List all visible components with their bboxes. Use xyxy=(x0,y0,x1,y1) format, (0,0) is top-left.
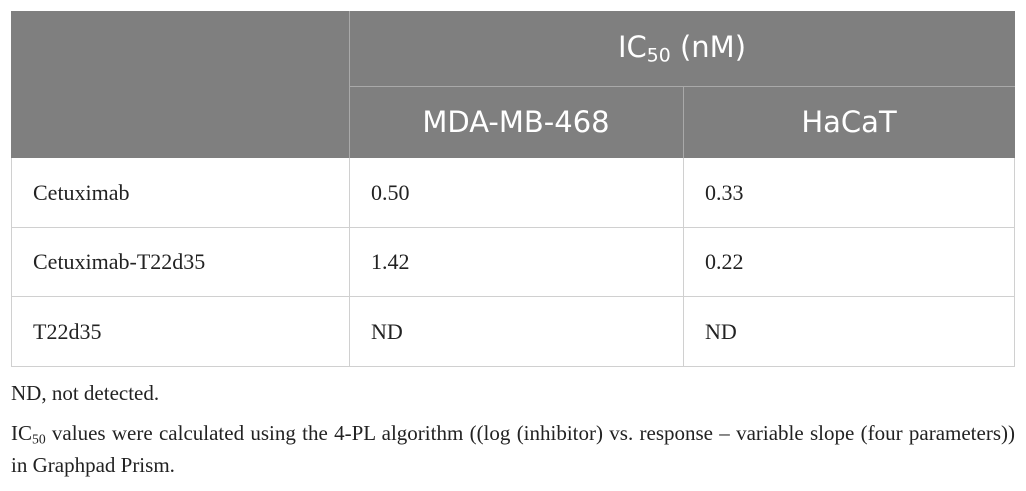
table-cell: 0.33 xyxy=(705,179,744,205)
header-subscript: 50 xyxy=(646,45,671,67)
footnote: ND, not detected. xyxy=(11,381,160,405)
column-rule xyxy=(349,158,350,367)
column-rule xyxy=(1014,158,1015,367)
footnote: IC50 values were calculated using the 4-… xyxy=(11,420,1015,479)
table-cell: ND xyxy=(371,319,403,345)
column-rule xyxy=(11,158,12,367)
table-cell: 1.42 xyxy=(371,249,410,275)
row-label: Cetuximab-T22d35 xyxy=(33,249,206,275)
row-rule xyxy=(11,296,1015,298)
header-divider xyxy=(683,86,684,158)
column-label: MDA-MB-468 xyxy=(422,105,610,139)
header-divider xyxy=(349,11,350,158)
header-rule xyxy=(349,86,1015,87)
table-cell: 0.50 xyxy=(371,179,410,205)
footnote-prefix: IC xyxy=(11,421,32,445)
table-cell: ND xyxy=(705,319,737,345)
column-rule xyxy=(683,158,684,367)
row-rule xyxy=(11,226,1015,228)
group-header: IC50 (nM) xyxy=(349,11,1015,86)
table-cell: 0.22 xyxy=(705,249,744,275)
row-rule xyxy=(11,366,1015,367)
footnote-subscript: 50 xyxy=(32,431,46,447)
row-label: Cetuximab xyxy=(33,179,130,205)
group-header-text: IC50 (nM) xyxy=(618,30,746,67)
header-corner xyxy=(11,11,349,158)
column-label: HaCaT xyxy=(801,105,897,139)
header-prefix: IC xyxy=(617,30,647,65)
header-suffix: (nM) xyxy=(670,30,747,65)
footnote-text: values were calculated using the 4-PL al… xyxy=(11,421,1015,478)
row-label: T22d35 xyxy=(33,319,102,345)
column-header: HaCaT xyxy=(683,86,1015,158)
column-header: MDA-MB-468 xyxy=(349,86,683,158)
